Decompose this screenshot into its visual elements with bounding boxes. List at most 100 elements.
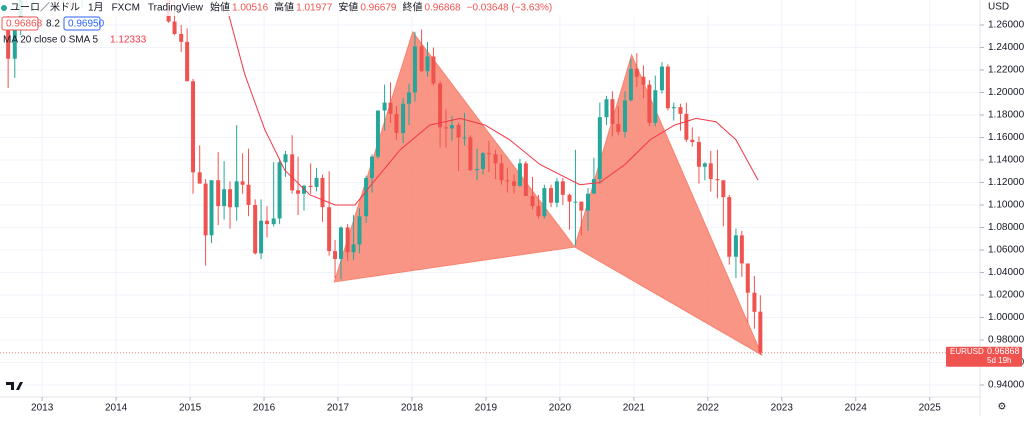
candle-body bbox=[315, 178, 319, 187]
x-tick-label: 2019 bbox=[475, 403, 498, 414]
ohlc-value: 0.96868 bbox=[424, 3, 461, 14]
candle-body bbox=[641, 77, 645, 85]
spread: 8.2 bbox=[46, 19, 60, 30]
y-tick-label: 1.06000 bbox=[988, 245, 1024, 256]
y-tick-label: 1.26000 bbox=[988, 20, 1024, 31]
y-tick-label: 1.20000 bbox=[988, 87, 1024, 98]
status-dot bbox=[1, 5, 7, 11]
x-tick-label: 2025 bbox=[919, 403, 942, 414]
candle-body bbox=[715, 179, 719, 180]
y-tick-label: 1.04000 bbox=[988, 267, 1024, 278]
candle-body bbox=[481, 153, 485, 169]
y-tick-label: 1.16000 bbox=[988, 132, 1024, 143]
symbol: ユーロ／米ドル bbox=[10, 1, 80, 14]
ma-value: 1.12333 bbox=[110, 35, 147, 46]
buy-price: 0.96950 bbox=[68, 19, 105, 30]
candle-body bbox=[413, 46, 417, 92]
candle-body bbox=[241, 181, 245, 184]
price-tag-countdown: 5d 19h bbox=[987, 356, 1011, 365]
ohlc-label: 終値 bbox=[402, 1, 422, 14]
candle-body bbox=[370, 157, 374, 178]
sell-price: 0.96868 bbox=[6, 19, 43, 30]
x-tick-label: 2021 bbox=[623, 403, 646, 414]
candle-body bbox=[586, 194, 590, 211]
candle-body bbox=[468, 137, 472, 170]
candle-body bbox=[438, 83, 442, 127]
ohlc-label: 安値 bbox=[338, 1, 358, 14]
candle-body bbox=[721, 180, 725, 197]
candle-body bbox=[531, 196, 535, 206]
candle-body bbox=[198, 172, 202, 183]
candle-body bbox=[259, 221, 263, 254]
y-tick-label: 1.02000 bbox=[988, 290, 1024, 301]
x-tick-label: 2017 bbox=[327, 403, 350, 414]
candle-body bbox=[327, 207, 331, 251]
candle-body bbox=[383, 103, 387, 111]
candle-body bbox=[524, 163, 528, 196]
candle-body bbox=[389, 103, 393, 114]
candle-body bbox=[265, 221, 269, 224]
candle-body bbox=[333, 251, 337, 259]
candle-body bbox=[339, 227, 343, 259]
ma-name: MA 20 close 0 SMA 5 bbox=[3, 35, 98, 46]
ohlc-value: 1.00516 bbox=[232, 3, 269, 14]
candle-body bbox=[450, 125, 454, 128]
candle-body bbox=[462, 137, 466, 138]
candle-body bbox=[210, 180, 214, 235]
candle-body bbox=[278, 162, 282, 218]
candle-body bbox=[475, 169, 479, 170]
candle-body bbox=[727, 197, 731, 257]
candle-body bbox=[598, 117, 602, 179]
change: −0.03648 (−3.63%) bbox=[467, 3, 553, 14]
candle-body bbox=[629, 69, 633, 101]
candle-body bbox=[185, 42, 189, 81]
candle-body bbox=[283, 154, 287, 162]
candle-body bbox=[494, 154, 498, 163]
candle-body bbox=[579, 202, 583, 211]
candle-body bbox=[272, 218, 276, 224]
candle-body bbox=[401, 104, 405, 133]
ohlc-label: 始値 bbox=[210, 1, 230, 14]
candle-body bbox=[346, 227, 350, 252]
candle-body bbox=[672, 107, 676, 108]
candle-body bbox=[746, 263, 750, 292]
x-tick-label: 2013 bbox=[31, 403, 54, 414]
y-tick-label: 1.08000 bbox=[988, 222, 1024, 233]
y-tick-label: 0.98000 bbox=[988, 335, 1024, 346]
candle-body bbox=[536, 206, 540, 216]
candle-body bbox=[740, 235, 744, 263]
settings-icon[interactable]: ⚙ bbox=[998, 402, 1007, 413]
candle-body bbox=[709, 163, 713, 179]
x-tick-label: 2016 bbox=[253, 403, 276, 414]
candle-body bbox=[734, 235, 738, 256]
candle-body bbox=[635, 69, 639, 77]
candle-body bbox=[487, 153, 491, 154]
candle-body bbox=[364, 178, 368, 216]
candle-body bbox=[623, 100, 627, 132]
candle-body bbox=[444, 127, 448, 128]
candle-body bbox=[610, 99, 614, 124]
x-tick-label: 2022 bbox=[697, 403, 720, 414]
candle-body bbox=[228, 189, 232, 207]
ohlc-label: 高値 bbox=[274, 1, 294, 14]
candle-body bbox=[703, 163, 707, 166]
candle-body bbox=[309, 186, 313, 187]
candle-body bbox=[407, 92, 411, 103]
y-tick-label: 1.24000 bbox=[988, 42, 1024, 53]
candle-body bbox=[678, 107, 682, 114]
ohlc-value: 1.01977 bbox=[296, 3, 333, 14]
candle-body bbox=[758, 312, 762, 353]
candle-body bbox=[653, 90, 657, 123]
y-tick-label: 1.22000 bbox=[988, 65, 1024, 76]
x-tick-label: 2023 bbox=[771, 403, 794, 414]
candle-body bbox=[247, 185, 251, 205]
candle-body bbox=[216, 180, 220, 206]
axis-unit: USD bbox=[988, 2, 1009, 13]
candle-body bbox=[616, 124, 620, 132]
candle-body bbox=[592, 179, 596, 194]
brand: TradingView bbox=[148, 3, 204, 14]
candle-body bbox=[191, 81, 195, 172]
price-tag-symbol: EURUSD bbox=[950, 347, 984, 356]
candle-body bbox=[518, 163, 522, 186]
candle-body bbox=[752, 293, 756, 312]
